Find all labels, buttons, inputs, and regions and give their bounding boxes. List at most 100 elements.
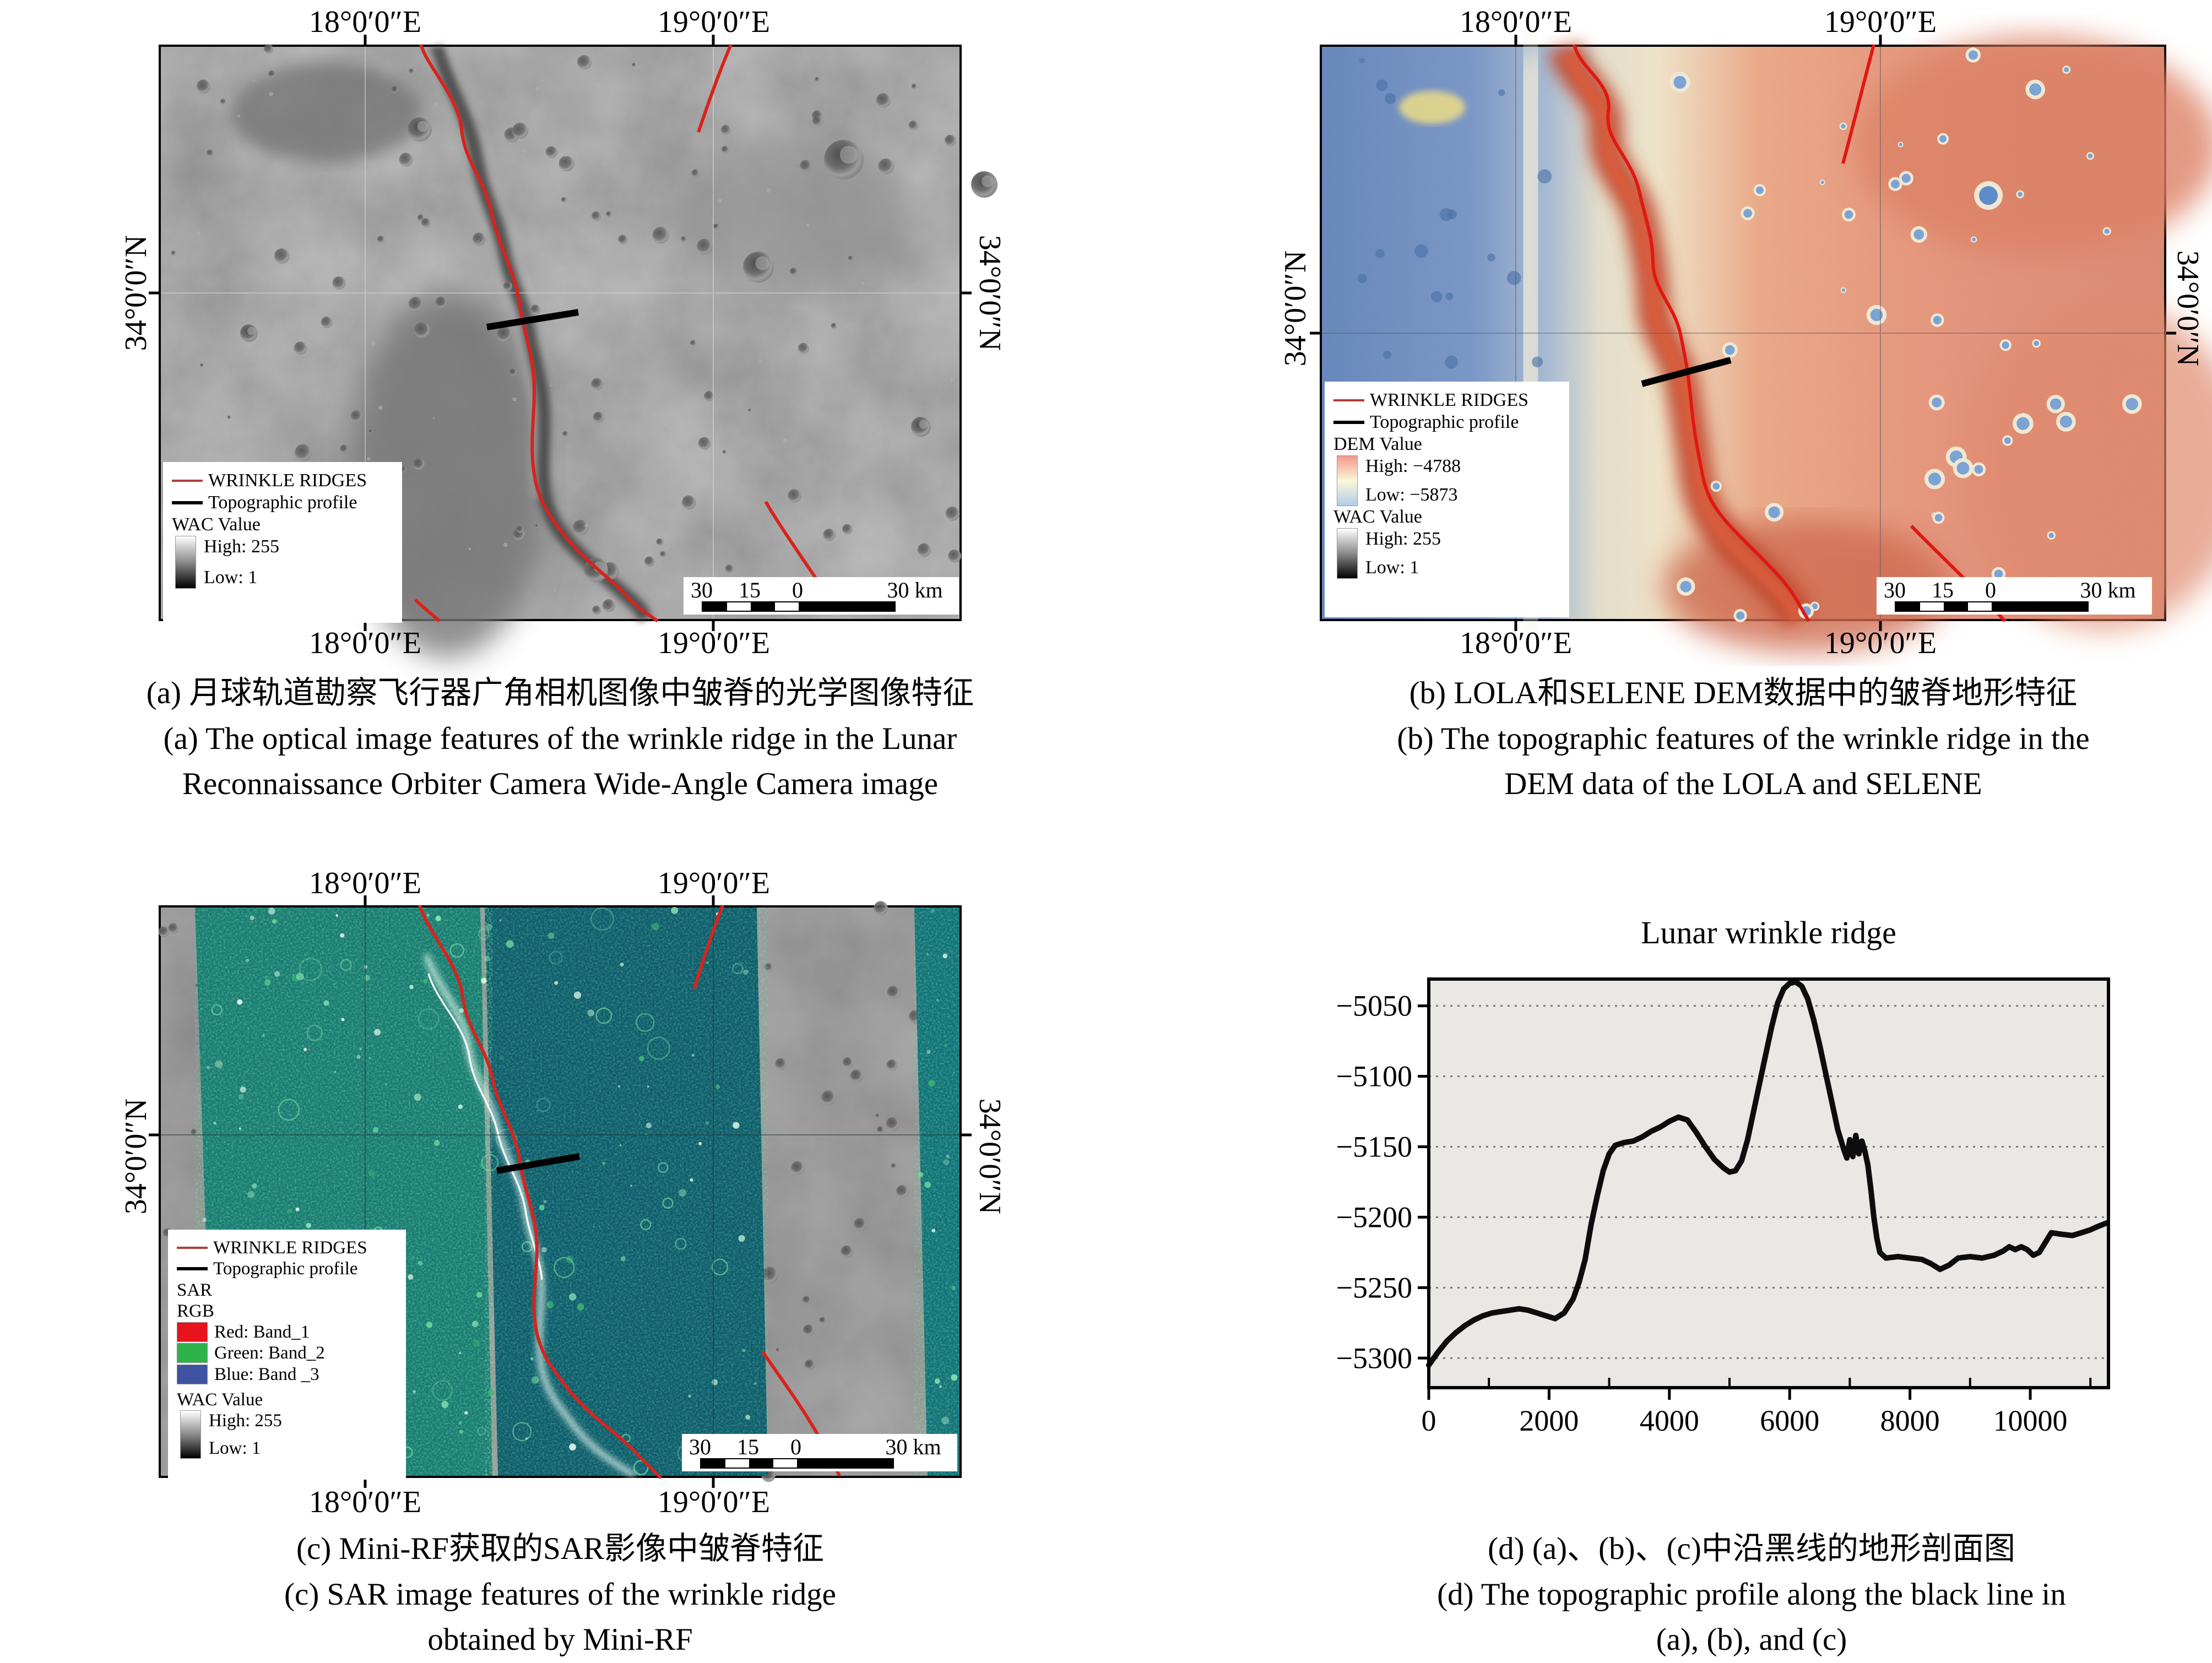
rgb-title: RGB <box>177 1301 214 1321</box>
svg-text:−5300: −5300 <box>1336 1341 1412 1374</box>
scalebar-30km: 30 km <box>887 578 943 602</box>
profile-chart-plot: −5300 −5250 −5200 −5150 −5100 −5050 0 2000 4000 6… <box>1336 977 2110 1437</box>
frame-ticks <box>149 35 972 631</box>
caption-en: DEM data of the LOLA and SELENE <box>1504 767 1982 802</box>
coord-label: 18°0′0″E <box>308 626 422 660</box>
topographic-profile-line-swatch <box>1333 421 1364 425</box>
legend-label: Topographic profile <box>1370 412 1519 433</box>
coord-label: 19°0′0″E <box>657 866 771 900</box>
wac-low-label: Low: 1 <box>204 567 258 588</box>
wac-high-label: High: 255 <box>209 1411 282 1431</box>
topographic-profile-line <box>1641 357 1732 387</box>
legend-label: Topographic profile <box>208 492 357 513</box>
svg-text:−5250: −5250 <box>1336 1271 1412 1304</box>
coord-label: 34°0′0″N <box>119 1098 153 1215</box>
scalebar-panel-a: 30 15 0 30 km <box>684 577 959 615</box>
dem-map-image <box>1310 35 2212 653</box>
caption-en: (c) SAR image features of the wrinkle ri… <box>284 1577 836 1612</box>
wac-value-title: WAC Value <box>1333 507 1422 528</box>
scalebar-15: 15 <box>737 1434 759 1459</box>
wrinkle-ridges-line-swatch <box>1333 399 1364 402</box>
wac-gradient-swatch <box>175 536 196 589</box>
caption-zh: (a) 月球轨道勘察飞行器广角相机图像中皱脊的光学图像特征 <box>146 676 974 710</box>
svg-text:8000: 8000 <box>1880 1404 1940 1437</box>
svg-text:−5050: −5050 <box>1336 990 1412 1023</box>
scalebar-0: 0 <box>1985 578 1996 602</box>
caption-zh: (b) LOLA和SELENE DEM数据中的皱脊地形特征 <box>1409 676 2078 710</box>
panel-d-profile-chart: Lunar wrinkle ridge −5300 −5250 −5200 −5150… <box>1311 910 2181 1438</box>
wac-high-label: High: 255 <box>204 536 279 557</box>
crater-field <box>171 44 997 617</box>
chart-title: Lunar wrinkle ridge <box>1641 915 1896 950</box>
topographic-profile-line-swatch <box>177 1267 208 1271</box>
coord-label: 34°0′0″N <box>973 235 1007 351</box>
coord-label: 18°0′0″E <box>308 866 422 900</box>
topographic-profile-line <box>496 1153 581 1174</box>
legend-label: Topographic profile <box>213 1259 358 1279</box>
caption-panel-c: (c) Mini-RF获取的SAR影像中皱脊特征 (c) SAR image f… <box>64 1526 1056 1663</box>
band-label: Red: Band_1 <box>214 1322 310 1343</box>
caption-en: Reconnaissance Orbiter Camera Wide-Angle… <box>182 767 938 802</box>
svg-text:4000: 4000 <box>1640 1404 1699 1437</box>
dem-high-label: High: −4788 <box>1365 456 1461 477</box>
caption-zh: (c) Mini-RF获取的SAR影像中皱脊特征 <box>296 1531 824 1566</box>
caption-en: (d) The topographic profile along the bl… <box>1437 1577 2066 1612</box>
scalebar-15: 15 <box>1932 578 1954 602</box>
coord-label: 19°0′0″E <box>657 626 771 660</box>
coord-label: 18°0′0″E <box>1459 626 1573 660</box>
coord-label: 19°0′0″E <box>657 1485 771 1519</box>
caption-panel-b: (b) LOLA和SELENE DEM数据中的皱脊地形特征 (b) The to… <box>1275 671 2211 807</box>
sar-map-image <box>149 895 972 1488</box>
caption-panel-a: (a) 月球轨道勘察飞行器广角相机图像中皱脊的光学图像特征 (a) The op… <box>64 671 1056 807</box>
scalebar-0: 0 <box>792 578 803 602</box>
crater-field <box>158 901 931 1482</box>
dem-value-title: DEM Value <box>1333 434 1422 455</box>
scalebar-0: 0 <box>790 1434 801 1459</box>
caption-zh: (d) (a)、(b)、(c)中沿黑线的地形剖面图 <box>1488 1531 2015 1566</box>
scalebar-panel-b: 30 15 0 30 km <box>1877 577 2152 615</box>
band-label: Blue: Band _3 <box>214 1364 319 1384</box>
red-band-swatch <box>177 1322 208 1343</box>
caption-en: (a) The optical image features of the wr… <box>163 721 957 756</box>
panel-c-sar-map: WRINKLE RIDGES Topographic profile SAR R… <box>149 895 972 1488</box>
green-band-swatch <box>177 1343 208 1363</box>
wac-high-label: High: 255 <box>1365 529 1441 550</box>
panel-b-dem-map: WRINKLE RIDGES Topographic profile DEM V… <box>1310 35 2212 653</box>
svg-text:−5150: −5150 <box>1336 1130 1412 1163</box>
svg-text:2000: 2000 <box>1519 1404 1579 1437</box>
svg-text:6000: 6000 <box>1760 1404 1819 1437</box>
legend-label: WRINKLE RIDGES <box>1370 390 1529 410</box>
caption-panel-d: (d) (a)、(b)、(c)中沿黑线的地形剖面图 (d) The topogr… <box>1283 1526 2212 1663</box>
scalebar-30km: 30 km <box>885 1434 941 1459</box>
coord-label: 34°0′0″N <box>2171 250 2205 367</box>
coord-label: 19°0′0″E <box>1824 5 1937 39</box>
scalebar-panel-c: 30 15 0 30 km <box>682 1434 957 1471</box>
wrinkle-ridges-line-swatch <box>172 480 203 482</box>
scalebar-30-left: 30 <box>691 578 713 602</box>
coord-label: 19°0′0″E <box>657 5 771 39</box>
blue-band-swatch <box>177 1364 208 1384</box>
coord-label: 18°0′0″E <box>308 1485 422 1519</box>
dem-gradient-swatch <box>1337 455 1358 507</box>
coord-label: 18°0′0″E <box>1459 5 1573 39</box>
wac-value-title: WAC Value <box>172 514 261 535</box>
scalebar-15: 15 <box>739 578 761 602</box>
legend-label: WRINKLE RIDGES <box>208 470 367 491</box>
coord-label: 34°0′0″N <box>973 1098 1007 1215</box>
legend-panel-a: WRINKLE RIDGES Topographic profile WAC V… <box>163 462 402 623</box>
caption-en: (b) The topographic features of the wrin… <box>1397 721 2090 756</box>
legend-panel-c: WRINKLE RIDGES Topographic profile SAR R… <box>168 1230 406 1480</box>
band-label: Green: Band_2 <box>214 1343 325 1363</box>
scalebar-30-left: 30 <box>1884 578 1906 602</box>
svg-text:−5100: −5100 <box>1336 1060 1412 1093</box>
wrinkle-ridges-line-swatch <box>177 1247 208 1249</box>
wac-low-label: Low: 1 <box>209 1438 261 1458</box>
scalebar-bar <box>702 601 896 612</box>
legend-label: WRINKLE RIDGES <box>213 1238 367 1258</box>
panel-a-wac-map: WRINKLE RIDGES Topographic profile WAC V… <box>149 35 997 658</box>
scalebar-bar <box>700 1458 894 1469</box>
wac-gradient-swatch <box>1337 528 1358 579</box>
sar-title: SAR <box>177 1280 213 1300</box>
coord-label: 18°0′0″E <box>308 5 422 39</box>
